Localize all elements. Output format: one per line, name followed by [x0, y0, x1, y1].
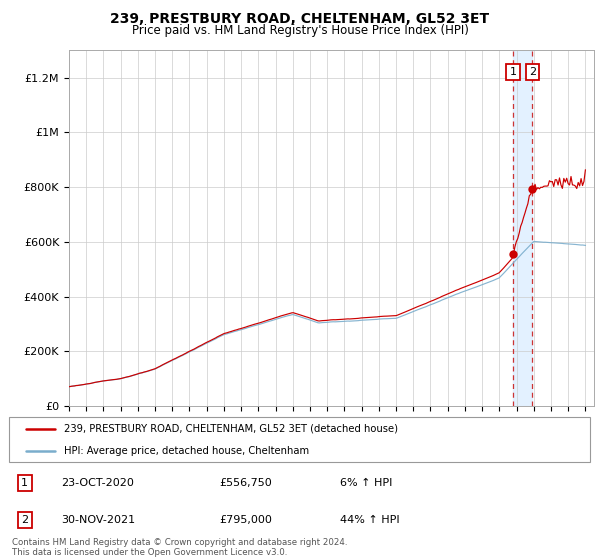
- Text: 2: 2: [21, 515, 28, 525]
- Text: 23-OCT-2020: 23-OCT-2020: [61, 478, 134, 488]
- Text: 1: 1: [21, 478, 28, 488]
- Text: 1: 1: [509, 67, 517, 77]
- Text: £795,000: £795,000: [220, 515, 272, 525]
- FancyBboxPatch shape: [9, 417, 590, 461]
- Text: 239, PRESTBURY ROAD, CHELTENHAM, GL52 3ET (detached house): 239, PRESTBURY ROAD, CHELTENHAM, GL52 3E…: [64, 424, 398, 434]
- Bar: [513, 50, 532, 406]
- Text: HPI: Average price, detached house, Cheltenham: HPI: Average price, detached house, Chel…: [64, 446, 309, 455]
- Text: 30-NOV-2021: 30-NOV-2021: [61, 515, 135, 525]
- Text: 6% ↑ HPI: 6% ↑ HPI: [340, 478, 392, 488]
- Text: Price paid vs. HM Land Registry's House Price Index (HPI): Price paid vs. HM Land Registry's House …: [131, 24, 469, 37]
- Text: £556,750: £556,750: [220, 478, 272, 488]
- Text: 2: 2: [529, 67, 536, 77]
- Text: 239, PRESTBURY ROAD, CHELTENHAM, GL52 3ET: 239, PRESTBURY ROAD, CHELTENHAM, GL52 3E…: [110, 12, 490, 26]
- Text: 44% ↑ HPI: 44% ↑ HPI: [340, 515, 400, 525]
- Text: Contains HM Land Registry data © Crown copyright and database right 2024.
This d: Contains HM Land Registry data © Crown c…: [12, 538, 347, 557]
